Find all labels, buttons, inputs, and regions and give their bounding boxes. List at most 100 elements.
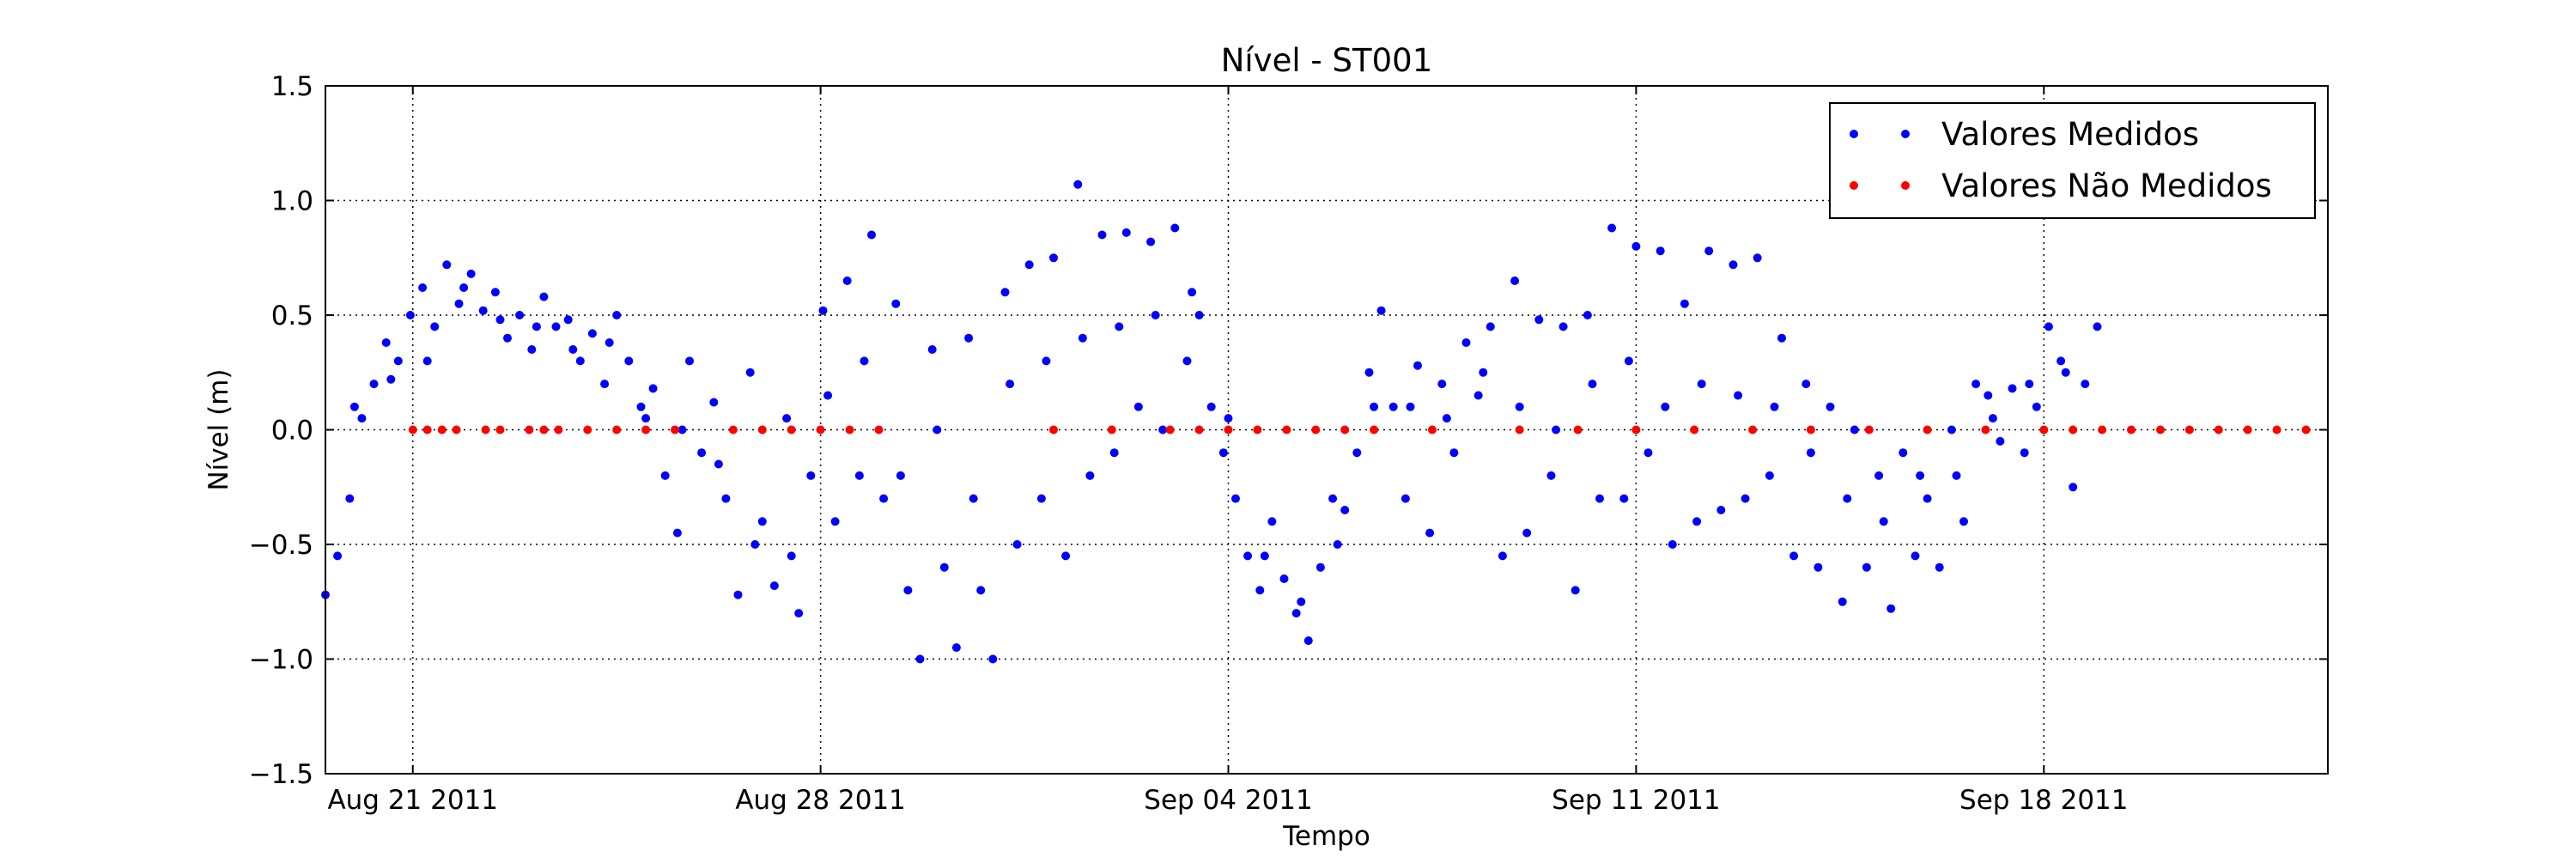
legend-label-measured: Valores Medidos: [1941, 116, 2199, 153]
measured-point: [714, 459, 723, 469]
measured-point: [466, 269, 476, 278]
measured-point: [1571, 586, 1580, 595]
measured-point: [1765, 471, 1774, 480]
measured-point: [1291, 609, 1301, 618]
not-measured-point: [2301, 425, 2311, 435]
measured-point: [1826, 402, 1835, 411]
measured-point: [1461, 338, 1471, 347]
measured-point: [418, 283, 428, 292]
measured-point: [641, 414, 651, 423]
measured-point: [1838, 597, 1847, 606]
measured-point: [605, 338, 614, 347]
measured-point: [430, 322, 440, 331]
not-measured-point: [2243, 425, 2252, 435]
measured-point: [1806, 448, 1815, 458]
not-measured-point: [1864, 425, 1874, 435]
measured-point: [879, 494, 889, 503]
measured-point: [349, 402, 359, 411]
measured-point: [1005, 380, 1015, 389]
not-measured-point: [1165, 425, 1175, 435]
measured-point: [1073, 179, 1083, 189]
measured-point: [422, 356, 432, 366]
measured-point: [697, 448, 707, 458]
x-tick-label: Sep 04 2011: [1144, 785, 1312, 816]
measured-point: [1959, 517, 1968, 526]
measured-point: [685, 356, 694, 366]
measured-point: [1328, 494, 1338, 503]
measured-point: [1583, 311, 1592, 319]
y-tick-label: −0.5: [249, 530, 313, 561]
measured-point: [539, 292, 549, 301]
measured-point: [1607, 223, 1617, 233]
measured-point: [1631, 241, 1641, 251]
not-measured-point: [408, 425, 417, 435]
legend-marker-not-measured: [1850, 181, 1858, 190]
measured-point: [1777, 333, 1786, 343]
measured-point: [624, 356, 634, 366]
measured-point: [527, 345, 537, 354]
axis-ticks: [325, 85, 2328, 775]
measured-point: [495, 315, 505, 325]
not-measured-point: [787, 425, 796, 435]
measured-point: [660, 471, 670, 480]
measured-point: [1151, 311, 1160, 319]
measured-point: [1534, 315, 1544, 325]
measured-point: [1370, 402, 1379, 411]
measured-point: [750, 540, 760, 549]
measured-point: [1656, 246, 1665, 256]
x-tick-label: Aug 28 2011: [735, 785, 906, 816]
measured-point: [1843, 494, 1852, 503]
measured-point: [1619, 494, 1629, 503]
measured-point: [891, 299, 901, 308]
measured-point: [1109, 448, 1119, 458]
legend-box: [1829, 102, 2316, 219]
measured-point: [1697, 380, 1706, 389]
measured-point: [1485, 322, 1495, 331]
measured-point: [1680, 299, 1689, 308]
not-measured-point: [525, 425, 534, 435]
measured-point: [769, 581, 779, 591]
not-measured-point: [2184, 425, 2194, 435]
not-measured-point: [2127, 425, 2136, 435]
measured-point: [2061, 368, 2070, 377]
y-tick-label: 1.0: [271, 186, 313, 217]
measured-point: [818, 306, 828, 315]
legend: Valores Medidos Valores Não Medidos: [1829, 102, 2316, 219]
legend-marker-not-measured: [1901, 181, 1910, 190]
measured-point: [1704, 246, 1714, 256]
not-measured-point: [481, 425, 490, 435]
measured-point: [915, 654, 925, 664]
legend-label-not-measured: Valores Não Medidos: [1941, 167, 2272, 204]
not-measured-point: [422, 425, 432, 435]
measured-point: [1000, 288, 1010, 297]
not-measured-point: [1573, 425, 1583, 435]
measured-point: [1364, 368, 1374, 377]
measured-point: [1911, 551, 1920, 561]
measured-point: [854, 471, 864, 480]
measured-point: [1984, 391, 1993, 400]
measured-point: [964, 333, 974, 343]
measured-point: [1947, 425, 1956, 435]
not-measured-point: [1107, 425, 1116, 435]
measured-point: [1413, 361, 1422, 370]
measured-point: [459, 283, 469, 292]
measured-point: [806, 471, 816, 480]
measured-point: [1097, 230, 1107, 240]
measured-point: [1042, 356, 1051, 366]
not-measured-point: [757, 425, 767, 435]
measured-point: [1558, 322, 1568, 331]
measured-point: [1515, 402, 1524, 411]
measured-point: [951, 643, 961, 653]
measured-point: [1552, 425, 1561, 435]
measured-point: [1406, 402, 1415, 411]
measured-point: [1297, 597, 1306, 606]
measured-point: [1996, 436, 2005, 446]
not-measured-point: [1428, 425, 1437, 435]
series-measured: [321, 179, 2102, 664]
measured-point: [1231, 494, 1240, 503]
measured-point: [1899, 448, 1908, 458]
measured-point: [575, 356, 585, 366]
measured-point: [939, 562, 949, 572]
measured-point: [1188, 288, 1197, 297]
